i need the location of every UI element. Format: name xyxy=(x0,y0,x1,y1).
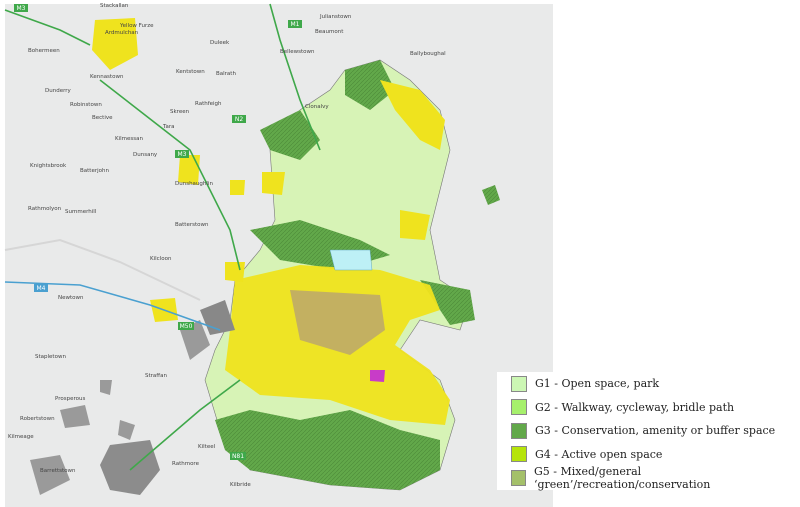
road-label: M4 xyxy=(37,285,46,292)
place-label: Skreen xyxy=(170,109,190,115)
place-label: Kilcloon xyxy=(150,256,172,262)
road-label: M50 xyxy=(180,323,193,330)
place-label: Kilteel xyxy=(198,444,216,450)
place-label: Kilmessan xyxy=(115,136,144,142)
place-label: Kilbride xyxy=(230,482,251,488)
road-label: N2 xyxy=(235,116,243,123)
place-label: Stackallan xyxy=(100,3,129,9)
place-label: Kentstown xyxy=(176,69,205,75)
place-label: Robertstown xyxy=(20,416,55,422)
legend-label: G1 - Open space, park xyxy=(535,377,660,391)
legend-label: G5 - Mixed/general ‘green’/recreation/co… xyxy=(533,464,711,491)
place-label: Batterstown xyxy=(175,222,209,228)
legend-item: G4 - Active open space xyxy=(497,443,800,467)
place-label: Barrettstown xyxy=(40,468,76,474)
place-label: Bellewstown xyxy=(280,49,315,55)
place-label: Dunshaughlin xyxy=(175,181,213,187)
place-label: Dunderry xyxy=(45,88,72,94)
place-label: Rathfeigh xyxy=(195,101,222,107)
place-label: Batterjohn xyxy=(80,168,109,174)
legend-item: G2 - Walkway, cycleway, bridle path xyxy=(497,396,800,420)
place-label: Summerhill xyxy=(65,209,97,215)
place-label: Rathmore xyxy=(172,461,200,467)
legend-item: G3 - Conservation, amenity or buffer spa… xyxy=(497,419,800,443)
place-label: Yellow Furze xyxy=(119,23,154,29)
place-label: Clonalvy xyxy=(305,104,329,110)
legend: G1 - Open space, park G2 - Walkway, cycle… xyxy=(497,372,800,491)
place-label: Bective xyxy=(92,115,113,121)
legend-swatch xyxy=(511,375,527,392)
place-label: Kennastown xyxy=(90,74,124,80)
legend-label: G4 - Active open space xyxy=(535,447,663,461)
road-label: N81 xyxy=(232,453,244,460)
place-label: Julianstown xyxy=(319,14,352,20)
place-label: Knightsbrook xyxy=(30,163,67,169)
place-label: Duleek xyxy=(210,40,230,46)
place-label: Bohermeen xyxy=(28,48,60,54)
road-label: M1 xyxy=(291,21,300,28)
place-label: Ardmulchan xyxy=(105,30,139,36)
map: M3 M1 N2 M3 M4 M50 N81 Stackallan Ardmulc… xyxy=(4,3,553,507)
place-label: Prosperous xyxy=(55,396,85,402)
legend-swatch xyxy=(511,422,527,439)
legend-item: G1 - Open space, park xyxy=(497,372,800,396)
legend-swatch xyxy=(511,469,526,486)
place-label: Robinstown xyxy=(70,102,102,108)
legend-label: G3 - Conservation, amenity or buffer spa… xyxy=(535,424,776,438)
place-label: Dunsany xyxy=(133,152,158,158)
place-label: Ballyboughal xyxy=(410,51,446,57)
road-label: M3 xyxy=(178,151,187,158)
legend-item: G5 - Mixed/general ‘green’/recreation/co… xyxy=(497,464,800,491)
legend-label: G2 - Walkway, cycleway, bridle path xyxy=(535,400,735,414)
legend-swatch xyxy=(511,399,527,416)
place-label: Rathmolyon xyxy=(28,206,62,212)
place-label: Beaumont xyxy=(315,29,344,35)
place-label: Newtown xyxy=(58,295,84,301)
place-label: Stapletown xyxy=(35,354,66,360)
place-label: Kilmeage xyxy=(8,434,34,440)
place-label: Straffan xyxy=(145,373,167,379)
road-label: M3 xyxy=(17,5,26,12)
legend-swatch xyxy=(511,446,527,463)
place-label: Tara xyxy=(162,124,174,130)
place-label: Balrath xyxy=(216,71,236,77)
